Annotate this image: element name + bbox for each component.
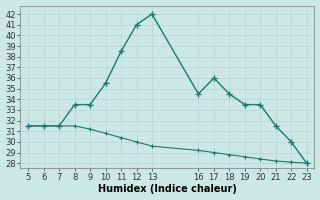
X-axis label: Humidex (Indice chaleur): Humidex (Indice chaleur) (98, 184, 237, 194)
